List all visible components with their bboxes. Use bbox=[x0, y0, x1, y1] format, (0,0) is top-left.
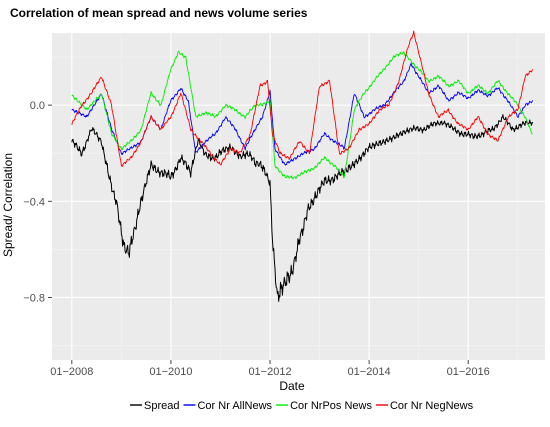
series-line-spread bbox=[71, 114, 534, 302]
legend-label-cor-nrpos-news: Cor NrPos News bbox=[290, 400, 372, 412]
series-line-cor-nr-negnews bbox=[71, 30, 534, 167]
series-lines bbox=[71, 30, 534, 302]
y-axis-label: Spread/ Correlation bbox=[1, 153, 15, 257]
chart-title: Correlation of mean spread and news volu… bbox=[10, 6, 308, 20]
grid bbox=[52, 33, 545, 360]
x-tick-label: 01−2008 bbox=[50, 366, 93, 378]
series-line-cor-nrpos-news bbox=[71, 50, 533, 180]
y-tick-label: −0.8 bbox=[23, 292, 45, 304]
plot-panel bbox=[52, 33, 545, 360]
axes: 01−2008 01−2010 01−2012 01−2014 01−2016 −0.8 −… bbox=[23, 100, 489, 378]
y-tick-label: 0.0 bbox=[30, 100, 45, 112]
y-tick-label: −0.4 bbox=[23, 196, 45, 208]
x-tick-label: 01−2012 bbox=[248, 366, 291, 378]
x-tick-label: 01−2010 bbox=[149, 366, 192, 378]
x-tick-label: 01−2016 bbox=[447, 366, 490, 378]
x-tick-label: 01−2014 bbox=[348, 366, 391, 378]
x-axis-label: Date bbox=[279, 379, 305, 393]
legend-label-cor-nr-allnews: Cor Nr AllNews bbox=[197, 400, 272, 412]
legend-label-spread: Spread bbox=[144, 400, 179, 412]
legend-label-cor-nr-negnews: Cor Nr NegNews bbox=[390, 400, 474, 412]
legend: Spread Cor Nr AllNews Cor NrPos News Cor Nr… bbox=[130, 400, 474, 412]
